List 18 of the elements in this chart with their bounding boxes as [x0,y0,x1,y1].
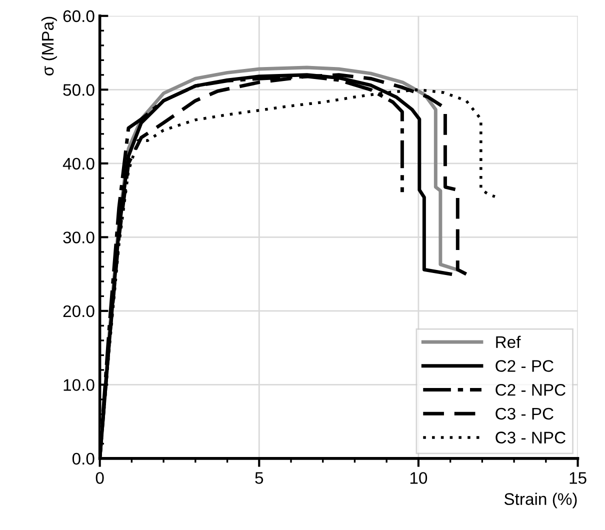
y-tick-label: 10.0 [64,379,94,391]
x-tick-label: 0 [96,472,104,484]
legend-label: C2 - PC [496,360,554,372]
legend-label: C3 - PC [496,408,554,420]
legend-label: Ref [496,336,521,348]
x-tick-label: 15 [570,472,586,484]
y-tick-label: 40.0 [62,158,94,170]
y-tick-label: 0.0 [72,452,94,465]
x-tick-label: 5 [255,472,264,484]
y-axis-title: σ (MPa) [41,16,57,76]
legend-label: C3 - NPC [496,432,566,444]
y-tick-label: 50.0 [63,84,94,96]
x-tick-label: 10 [410,472,428,484]
x-axis-title: Strain (%) [504,492,577,508]
legend-label: C2 - NPC [496,384,566,396]
y-tick-label: 20.0 [63,305,94,318]
y-tick-label: 60.0 [63,10,94,22]
y-tick-label: 30.0 [63,232,94,244]
